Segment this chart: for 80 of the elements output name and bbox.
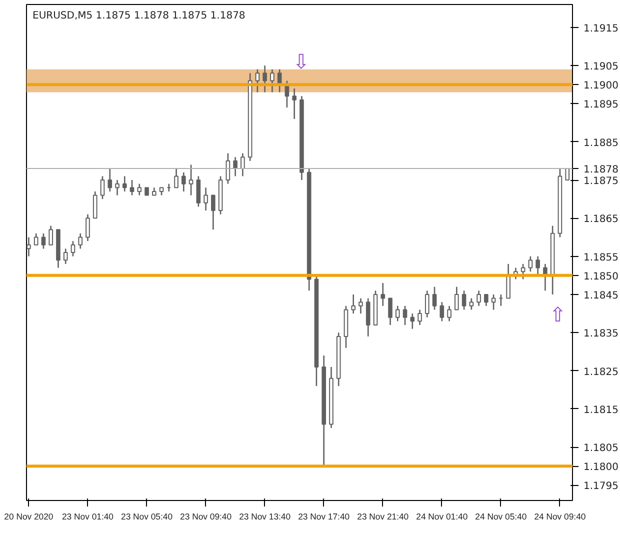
ref-line-label: 1.1878 <box>584 164 618 176</box>
candlestick <box>292 88 296 120</box>
y-tick-label: 1.1865 <box>584 214 618 226</box>
y-tick-label: 1.1905 <box>584 62 618 73</box>
annotation: ⇧ <box>549 302 566 326</box>
candlestick <box>137 183 142 196</box>
x-tick-label: 23 Nov 09:40 <box>180 512 232 522</box>
x-tick-label: 24 Nov 01:40 <box>416 512 468 522</box>
y-tick-label: 1.1915 <box>584 23 618 34</box>
candlestick <box>115 179 120 196</box>
candlestick <box>447 305 452 322</box>
candlestick <box>469 298 474 310</box>
candlestick <box>86 214 90 242</box>
candlestick <box>92 190 98 219</box>
y-tick-label: 1.1815 <box>584 404 618 416</box>
candlestick <box>130 179 134 196</box>
ref-line-label: 1.1850 <box>584 271 618 282</box>
candlestick <box>108 168 112 192</box>
y-tick-label: 1.1895 <box>584 100 618 111</box>
x-tick-label: 24 Nov 05:40 <box>475 512 527 522</box>
candlestick <box>240 152 245 177</box>
candlestick <box>536 256 540 276</box>
ref-line-label: 1.1900 <box>584 80 618 92</box>
candlestick <box>388 298 392 326</box>
text: EURUSD,M5 1.1875 1.1878 1.1875 1.1878 <box>32 10 246 22</box>
candlestick <box>476 290 481 307</box>
candlestick <box>454 286 459 310</box>
candlestick <box>182 172 186 192</box>
x-tick-label: 23 Nov 01:40 <box>62 512 114 522</box>
candlestick <box>26 236 31 257</box>
candlestick <box>440 301 444 322</box>
y-tick-label: 1.1875 <box>584 176 618 188</box>
candlestick <box>424 290 430 318</box>
ref-line-label: 1.1800 <box>584 462 618 474</box>
x-tick-label: 20 Nov 2020 <box>4 512 54 522</box>
annotation: ⇩ <box>292 50 310 74</box>
candlestick <box>233 156 238 177</box>
candlestick <box>211 194 216 230</box>
x-tick-label: 23 Nov 17:40 <box>298 512 350 522</box>
candlestick <box>34 232 38 246</box>
candlestick <box>70 240 76 257</box>
x-tick-label: 24 Nov 09:40 <box>534 512 586 522</box>
x-tick-label: 23 Nov 13:40 <box>239 512 291 522</box>
candlestick <box>41 232 46 250</box>
candlestick <box>196 176 201 208</box>
candlestick <box>358 298 363 314</box>
candlestick <box>462 290 466 310</box>
candlestick <box>380 282 386 307</box>
candlestick <box>174 168 178 188</box>
candlestick <box>100 176 105 200</box>
candlestick <box>204 186 208 212</box>
candlestick <box>270 68 274 93</box>
candlestick <box>262 64 267 93</box>
candlestick <box>78 232 83 250</box>
candlestick <box>432 286 437 310</box>
candlestick <box>366 298 370 338</box>
y-tick-label: 1.1795 <box>584 481 618 492</box>
candlestick <box>491 294 496 310</box>
candlestick <box>395 305 400 322</box>
candlestick <box>410 312 415 330</box>
candlestick <box>122 176 127 192</box>
y-tick-label: 1.1885 <box>584 138 618 149</box>
y-tick-label: 1.1835 <box>584 328 618 340</box>
candlestick <box>484 294 488 307</box>
x-tick-label: 23 Nov 21:40 <box>357 512 409 522</box>
candlestick <box>188 164 194 196</box>
y-tick-label: 1.1825 <box>584 366 618 378</box>
candlestick <box>418 309 422 326</box>
y-tick-label: 1.1855 <box>584 252 618 264</box>
candlestick <box>63 248 68 265</box>
candlestick <box>255 68 260 93</box>
candlestick <box>528 256 533 272</box>
candlestick <box>48 225 54 246</box>
y-tick-label: 1.1805 <box>584 443 618 454</box>
candlestick <box>506 263 510 299</box>
candlestick <box>520 263 526 280</box>
candlestick <box>402 305 408 326</box>
x-tick-label: 23 Nov 05:40 <box>121 512 173 522</box>
candlestick <box>351 294 356 314</box>
y-tick-label: 1.1845 <box>584 290 618 302</box>
